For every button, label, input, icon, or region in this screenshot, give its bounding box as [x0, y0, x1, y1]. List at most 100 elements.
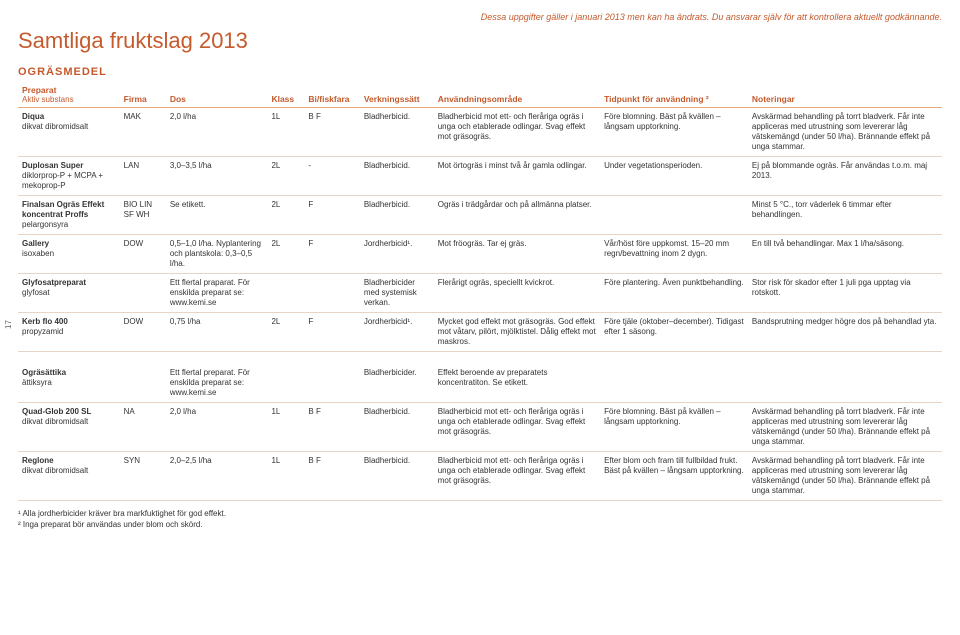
footnote-2: ² Inga preparat bör användas under blom … — [18, 520, 942, 529]
cell-verk: Jordherbicid¹. — [360, 235, 434, 274]
cell-bf: F — [304, 235, 359, 274]
cell-dos: 2,0 l/ha — [166, 108, 268, 157]
cell-anv: Ogräs i trädgårdar och på allmänna plats… — [434, 196, 600, 235]
cell-firma: DOW — [120, 235, 166, 274]
cell-bf — [304, 274, 359, 313]
cell-bf: B F — [304, 451, 359, 500]
cell-verk: Bladherbicid. — [360, 108, 434, 157]
cell-dos: 3,0–3,5 l/ha — [166, 157, 268, 196]
cell-dos: Ett flertal preparat. För enskilda prepa… — [166, 364, 268, 403]
cell-anv: Bladherbicid mot ett- och fleråriga ogrä… — [434, 108, 600, 157]
cell-firma — [120, 364, 166, 403]
cell-not: Bandsprutning medger högre dos på behand… — [748, 313, 942, 352]
cell-firma: DOW — [120, 313, 166, 352]
cell-klass: 2L — [267, 196, 304, 235]
cell-not: Avskärmad behandling på torrt bladverk. … — [748, 402, 942, 451]
cell-firma: SYN — [120, 451, 166, 500]
cell-anv: Mycket god effekt mot gräsogräs. God eff… — [434, 313, 600, 352]
cell-klass: 1L — [267, 402, 304, 451]
cell-tid: Efter blom och fram till fullbildad fruk… — [600, 451, 748, 500]
th-klass: Klass — [267, 82, 304, 108]
header-disclaimer: Dessa uppgifter gäller i januari 2013 me… — [18, 12, 942, 22]
cell-preparat: Kerb flo 400propyzamid — [18, 313, 120, 352]
cell-klass: 2L — [267, 157, 304, 196]
cell-preparat: Ogräsättikaättiksyra — [18, 364, 120, 403]
cell-anv: Bladherbicid mot ett- och fleråriga ogrä… — [434, 402, 600, 451]
cell-bf: B F — [304, 402, 359, 451]
th-preparat: Preparat Aktiv substans — [18, 82, 120, 108]
cell-verk: Bladherbicid. — [360, 402, 434, 451]
cell-anv: Effekt beroende av preparatets koncentra… — [434, 364, 600, 403]
cell-not: Ej på blommande ogräs. Får användas t.o.… — [748, 157, 942, 196]
footnote-1: ¹ Alla jordherbicider kräver bra markfuk… — [18, 509, 942, 518]
cell-tid: Vår/höst före uppkomst. 15–20 mm regn/be… — [600, 235, 748, 274]
cell-not: Avskärmad behandling på torrt bladverk. … — [748, 108, 942, 157]
table-row: Ogräsättikaättiksyra Ett flertal preparat… — [18, 364, 942, 403]
cell-preparat: Quad-Glob 200 SLdikvat dibromidsalt — [18, 402, 120, 451]
table-row: Finalsan Ogräs Effekt koncentrat Proffsp… — [18, 196, 942, 235]
cell-dos: 2,0–2,5 l/ha — [166, 451, 268, 500]
cell-tid: Före tjäle (oktober–december). Tidigast … — [600, 313, 748, 352]
cell-not: Avskärmad behandling på torrt bladverk. … — [748, 451, 942, 500]
cell-verk: Bladherbicid. — [360, 196, 434, 235]
cell-tid: Före blomning. Bäst på kvällen – långsam… — [600, 108, 748, 157]
cell-klass: 2L — [267, 313, 304, 352]
table-row: Glyfosatpreparatglyfosat Ett flertal prap… — [18, 274, 942, 313]
cell-firma: LAN — [120, 157, 166, 196]
cell-not: Stor risk för skador efter 1 juli pga up… — [748, 274, 942, 313]
cell-dos: Se etikett. — [166, 196, 268, 235]
th-firma: Firma — [120, 82, 166, 108]
cell-preparat: Duplosan Superdiklorprop-P + MCPA + meko… — [18, 157, 120, 196]
herbicide-table: Preparat Aktiv substans Firma Dos Klass … — [18, 82, 942, 501]
table-row: Diquadikvat dibromidsaltMAK2,0 l/ha1LB F… — [18, 108, 942, 157]
table-row: Reglonedikvat dibromidsaltSYN2,0–2,5 l/h… — [18, 451, 942, 500]
cell-dos: 0,5–1,0 l/ha. Nyplantering och plantskol… — [166, 235, 268, 274]
cell-verk: Bladherbicider. — [360, 364, 434, 403]
cell-firma: NA — [120, 402, 166, 451]
cell-verk: Jordherbicid¹. — [360, 313, 434, 352]
table-header-row: Preparat Aktiv substans Firma Dos Klass … — [18, 82, 942, 108]
cell-anv: Mot örtogräs i minst två år gamla odling… — [434, 157, 600, 196]
cell-anv: Mot fröogräs. Tar ej gräs. — [434, 235, 600, 274]
th-anv: Användningsområde — [434, 82, 600, 108]
cell-verk: Bladherbicid. — [360, 451, 434, 500]
cell-preparat: Glyfosatpreparatglyfosat — [18, 274, 120, 313]
cell-klass — [267, 364, 304, 403]
table-row: Quad-Glob 200 SLdikvat dibromidsaltNA2,0… — [18, 402, 942, 451]
cell-tid — [600, 196, 748, 235]
table-row: Kerb flo 400propyzamidDOW0,75 l/ha2LFJor… — [18, 313, 942, 352]
cell-preparat: Galleryisoxaben — [18, 235, 120, 274]
cell-firma — [120, 274, 166, 313]
cell-dos: Ett flertal praparat. För enskilda prepa… — [166, 274, 268, 313]
th-not: Noteringar — [748, 82, 942, 108]
cell-tid: Under vegetationsperioden. — [600, 157, 748, 196]
cell-firma: MAK — [120, 108, 166, 157]
th-bf: Bi/fiskfara — [304, 82, 359, 108]
cell-not: Minst 5 °C., torr väderlek 6 timmar efte… — [748, 196, 942, 235]
cell-preparat: Diquadikvat dibromidsalt — [18, 108, 120, 157]
cell-bf: - — [304, 157, 359, 196]
cell-klass: 2L — [267, 235, 304, 274]
cell-firma: BIO LIN SF WH — [120, 196, 166, 235]
cell-anv: Flerårigt ogräs, speciellt kvickrot. — [434, 274, 600, 313]
cell-bf — [304, 364, 359, 403]
cell-klass: 1L — [267, 108, 304, 157]
cell-tid: Före blomning. Bäst på kvällen – långsam… — [600, 402, 748, 451]
cell-klass — [267, 274, 304, 313]
th-verk: Verkningssätt — [360, 82, 434, 108]
footnotes: ¹ Alla jordherbicider kräver bra markfuk… — [18, 509, 942, 529]
cell-not — [748, 364, 942, 403]
cell-verk: Bladherbicider med systemisk verkan. — [360, 274, 434, 313]
cell-preparat: Reglonedikvat dibromidsalt — [18, 451, 120, 500]
cell-not: En till två behandlingar. Max 1 l/ha/säs… — [748, 235, 942, 274]
th-tid: Tidpunkt för användning ² — [600, 82, 748, 108]
table-row: Duplosan Superdiklorprop-P + MCPA + meko… — [18, 157, 942, 196]
th-dos: Dos — [166, 82, 268, 108]
cell-bf: B F — [304, 108, 359, 157]
cell-dos: 2,0 l/ha — [166, 402, 268, 451]
page-title: Samtliga fruktslag 2013 — [18, 28, 942, 54]
section-title: OGRÄSMEDEL — [18, 66, 942, 78]
cell-preparat: Finalsan Ogräs Effekt koncentrat Proffsp… — [18, 196, 120, 235]
cell-verk: Bladherbicid. — [360, 157, 434, 196]
cell-klass: 1L — [267, 451, 304, 500]
